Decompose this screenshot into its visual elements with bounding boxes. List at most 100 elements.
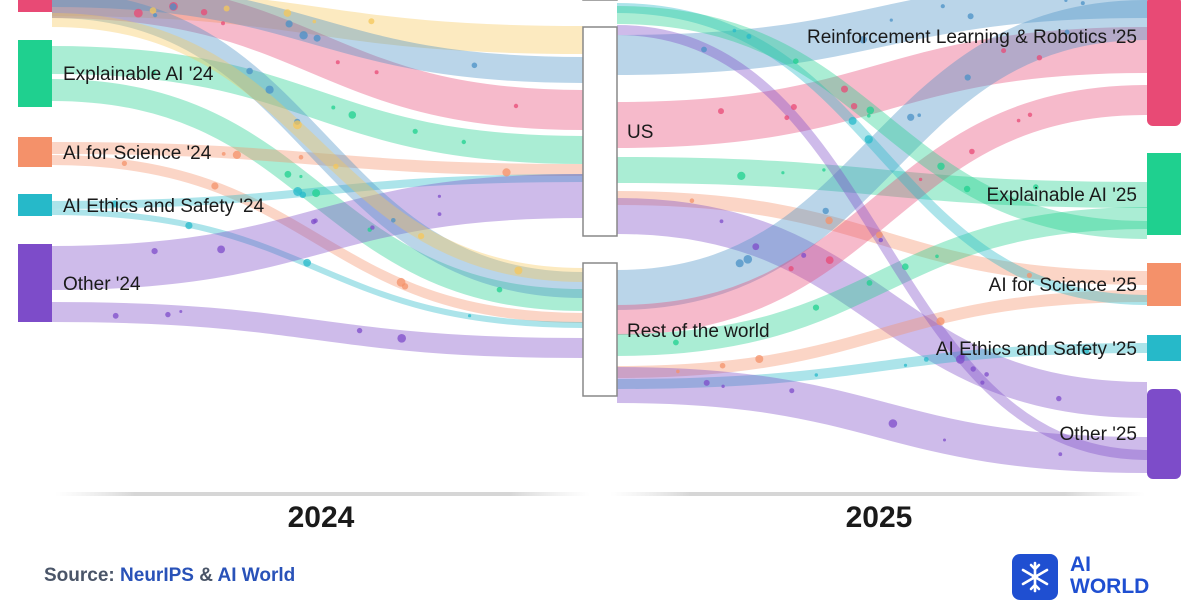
flow-particle bbox=[151, 70, 156, 75]
flow-particle bbox=[969, 148, 975, 155]
flow-particle bbox=[1064, 0, 1068, 2]
flow-particle bbox=[676, 369, 680, 374]
flow-particle bbox=[232, 150, 241, 159]
label-2024-ai-for-science: AI for Science '24 bbox=[63, 143, 212, 164]
flow-particle bbox=[284, 170, 292, 178]
flow-particle bbox=[1001, 48, 1007, 54]
flow-particle bbox=[864, 135, 873, 144]
flow-particle bbox=[718, 108, 724, 115]
node-2025-ai-ethics bbox=[1147, 335, 1181, 361]
flow-particle bbox=[356, 327, 363, 334]
flow-particle bbox=[221, 21, 225, 26]
flow-particle bbox=[781, 171, 785, 175]
ai-world-logo: AI WORLD bbox=[1012, 552, 1172, 600]
node-us bbox=[582, 26, 618, 237]
flow-particle bbox=[221, 152, 226, 156]
flow-particle bbox=[303, 258, 311, 267]
flow-particle bbox=[967, 13, 974, 20]
flow-particle bbox=[917, 113, 921, 117]
flow-particle bbox=[312, 19, 317, 24]
flow-particle bbox=[788, 266, 794, 272]
label-2025-rl-robotics: Reinforcement Learning & Robotics '25 bbox=[807, 27, 1137, 48]
flow-particle bbox=[859, 36, 867, 44]
flow-particle bbox=[876, 231, 883, 239]
label-2025-ai-for-science: AI for Science '25 bbox=[989, 275, 1137, 296]
flow-ribbon bbox=[616, 157, 1148, 208]
flow-ribbon bbox=[616, 6, 1148, 239]
flow-particle bbox=[112, 312, 119, 319]
flow-particle bbox=[850, 103, 858, 110]
axis-line-2025 bbox=[610, 492, 1145, 496]
flow-particle bbox=[368, 18, 375, 25]
flow-particle bbox=[732, 28, 737, 33]
middle-nodes bbox=[582, 0, 618, 397]
flow-particle bbox=[418, 233, 425, 240]
node-2024-other bbox=[18, 244, 52, 322]
flow-particle bbox=[513, 103, 519, 109]
flow-particle bbox=[299, 174, 303, 179]
flow-particle bbox=[814, 373, 818, 377]
flow-particle bbox=[1033, 184, 1039, 190]
flow-particle bbox=[907, 113, 915, 121]
flow-ribbon bbox=[51, 142, 584, 176]
flow-particle bbox=[737, 171, 746, 180]
flow-particle bbox=[121, 160, 127, 166]
flow-particle bbox=[246, 67, 253, 75]
flow-particle bbox=[311, 219, 317, 225]
particle-layer bbox=[111, 0, 1090, 457]
node-2025-other bbox=[1147, 389, 1181, 479]
flow-ribbon bbox=[616, 0, 1148, 310]
flow-ribbon bbox=[51, 209, 584, 328]
flow-particle bbox=[1036, 55, 1043, 61]
flow-particle bbox=[866, 106, 875, 115]
flow-particle bbox=[1027, 112, 1033, 118]
source-footer: Source: NeurIPS & AI World bbox=[44, 565, 295, 587]
flow-ribbon bbox=[51, 0, 584, 54]
node-2024-ai-for-science bbox=[18, 137, 52, 167]
flow-particle bbox=[888, 419, 898, 428]
label-2025-other: Other '25 bbox=[1059, 424, 1137, 445]
flow-ribbon bbox=[51, 174, 584, 290]
node-2025-ai-for-science bbox=[1147, 263, 1181, 306]
flow-ribbon bbox=[51, 155, 584, 323]
flow-particle bbox=[165, 311, 171, 318]
flow-particle bbox=[735, 259, 744, 268]
flow-particle bbox=[211, 182, 219, 190]
flow-particle bbox=[822, 168, 826, 172]
node-2024-ai-ethics bbox=[18, 194, 52, 216]
logo-wordmark: AI WORLD bbox=[1070, 554, 1149, 598]
flow-particle bbox=[1058, 452, 1063, 457]
flow-particle bbox=[335, 60, 340, 65]
flow-particle bbox=[689, 198, 695, 203]
node-2025-rl-robotics bbox=[1147, 0, 1181, 126]
flow-particle bbox=[964, 74, 971, 81]
flow-particle bbox=[1081, 347, 1090, 355]
flow-ribbon bbox=[616, 367, 1148, 473]
node-2025-explainable-ai bbox=[1147, 153, 1181, 235]
source-link-ai-world[interactable]: AI World bbox=[217, 565, 296, 586]
flow-ribbon bbox=[616, 27, 1148, 148]
flow-ribbon bbox=[51, 0, 584, 298]
flow-particle bbox=[793, 58, 799, 64]
flow-particle bbox=[867, 114, 871, 118]
flow-particle bbox=[265, 85, 274, 94]
flow-particle bbox=[825, 256, 834, 264]
flow-particle bbox=[514, 266, 523, 275]
flow-particle bbox=[935, 254, 939, 259]
source-link-neurips[interactable]: NeurIPS bbox=[120, 565, 194, 586]
flow-particle bbox=[437, 194, 441, 198]
flow-particle bbox=[701, 46, 707, 53]
flow-particle bbox=[918, 177, 923, 182]
flow-particle bbox=[936, 317, 945, 326]
flow-ribbon bbox=[616, 343, 1148, 389]
flow-particle bbox=[1064, 29, 1070, 35]
flow-particle bbox=[866, 280, 873, 286]
label-2025-ai-ethics: AI Ethics and Safety '25 bbox=[936, 339, 1137, 360]
flow-ribbon bbox=[616, 290, 1148, 378]
flow-particle bbox=[153, 13, 158, 18]
node-2024-explainable-ai bbox=[18, 40, 52, 107]
flow-ribbon bbox=[616, 85, 1148, 335]
label-2025-explainable-ai: Explainable AI '25 bbox=[987, 185, 1137, 206]
flow-particle bbox=[331, 105, 336, 110]
flow-particle bbox=[200, 9, 208, 16]
